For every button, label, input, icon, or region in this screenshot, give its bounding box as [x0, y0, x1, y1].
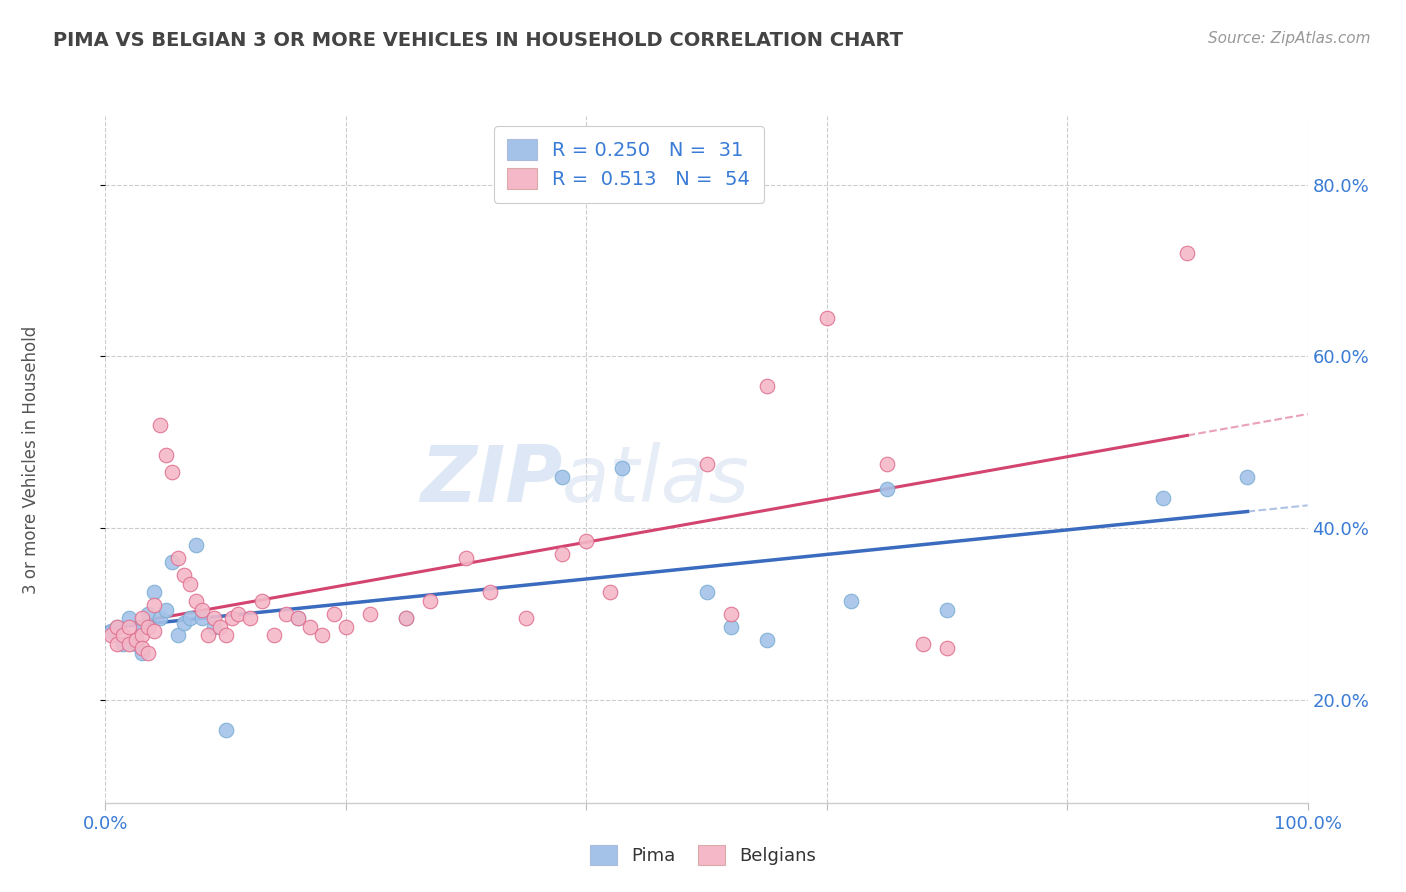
Point [575, 533, 598, 548]
Point [395, 611, 418, 625]
Point [551, 469, 574, 483]
Point [208, 620, 231, 634]
Point [287, 611, 309, 625]
Point [112, 637, 135, 651]
Point [136, 620, 159, 634]
Point [479, 585, 502, 599]
Point [214, 628, 236, 642]
Point [551, 547, 574, 561]
Text: atlas: atlas [562, 442, 751, 518]
Point [118, 637, 141, 651]
Point [274, 607, 297, 621]
Point [173, 568, 195, 582]
Point [190, 611, 212, 625]
Point [184, 538, 207, 552]
Point [696, 457, 718, 471]
Point [612, 461, 634, 475]
Point [107, 620, 129, 634]
Point [166, 551, 188, 566]
Point [936, 602, 959, 616]
Point [359, 607, 381, 621]
Point [322, 607, 344, 621]
Point [221, 611, 243, 625]
Point [250, 594, 273, 608]
Point [136, 646, 159, 660]
Point [911, 637, 934, 651]
Point [155, 448, 177, 462]
Point [100, 624, 122, 639]
Point [1236, 469, 1258, 483]
Point [131, 620, 153, 634]
Point [936, 641, 959, 656]
Point [142, 624, 165, 639]
Text: Source: ZipAtlas.com: Source: ZipAtlas.com [1208, 31, 1371, 46]
Point [124, 637, 146, 651]
Legend: R = 0.250   N =  31, R =  0.513   N =  54: R = 0.250 N = 31, R = 0.513 N = 54 [494, 126, 763, 203]
Point [755, 632, 778, 647]
Point [311, 628, 333, 642]
Point [131, 611, 153, 625]
Point [118, 611, 141, 625]
Point [239, 611, 262, 625]
Point [131, 628, 153, 642]
Point [214, 723, 236, 737]
Point [173, 615, 195, 630]
Point [155, 602, 177, 616]
Point [107, 637, 129, 651]
Point [335, 620, 357, 634]
Point [112, 628, 135, 642]
Point [839, 594, 862, 608]
Point [148, 611, 170, 625]
Point [197, 628, 219, 642]
Text: ZIP: ZIP [420, 442, 562, 518]
Point [226, 607, 249, 621]
Point [202, 620, 225, 634]
Point [131, 646, 153, 660]
Point [696, 585, 718, 599]
Point [419, 594, 441, 608]
Point [263, 628, 285, 642]
Point [755, 379, 778, 393]
Point [202, 611, 225, 625]
Point [287, 611, 309, 625]
Point [118, 620, 141, 634]
Point [107, 620, 129, 634]
Point [1175, 246, 1198, 260]
Text: 3 or more Vehicles in Household: 3 or more Vehicles in Household [22, 326, 39, 593]
Point [124, 632, 146, 647]
Point [876, 483, 898, 497]
Point [395, 611, 418, 625]
Legend: Pima, Belgians: Pima, Belgians [583, 838, 823, 872]
Point [131, 641, 153, 656]
Point [142, 599, 165, 613]
Point [298, 620, 321, 634]
Point [136, 607, 159, 621]
Text: PIMA VS BELGIAN 3 OR MORE VEHICLES IN HOUSEHOLD CORRELATION CHART: PIMA VS BELGIAN 3 OR MORE VEHICLES IN HO… [53, 31, 904, 50]
Point [160, 465, 183, 479]
Point [179, 611, 201, 625]
Point [454, 551, 477, 566]
Point [148, 418, 170, 433]
Point [160, 555, 183, 570]
Point [720, 620, 742, 634]
Point [179, 577, 201, 591]
Point [1152, 491, 1174, 505]
Point [599, 585, 621, 599]
Point [184, 594, 207, 608]
Point [815, 310, 838, 325]
Point [876, 457, 898, 471]
Point [720, 607, 742, 621]
Point [166, 628, 188, 642]
Point [100, 628, 122, 642]
Point [142, 585, 165, 599]
Point [190, 602, 212, 616]
Point [515, 611, 537, 625]
